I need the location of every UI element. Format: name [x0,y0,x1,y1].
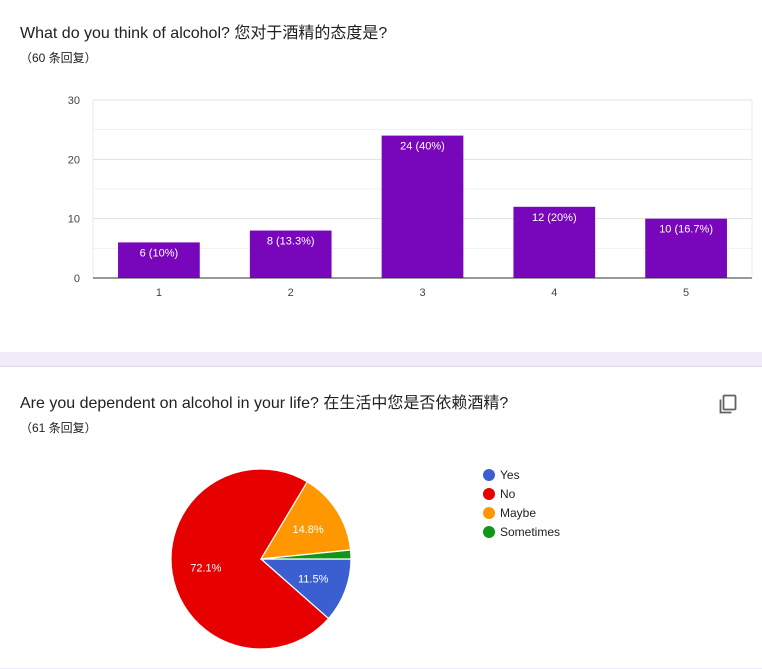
question-title: Are you dependent on alcohol in your lif… [20,395,509,412]
bar-data-label: 8 (13.3%) [267,236,315,248]
legend-swatch-maybe [483,507,495,519]
legend-swatch-no [483,488,495,500]
pie-data-label: 14.8% [293,524,324,536]
pie-chart: 11.5% 72.1% 14.8% Yes No Maybe Sometimes [170,468,560,650]
bar-data-label: 12 (20%) [532,212,577,224]
legend-swatch-sometimes [483,526,495,538]
copy-icon [719,394,737,414]
y-tick-label: 30 [68,95,80,107]
bar-data-label: 6 (10%) [140,247,179,259]
pie-slice-no [170,468,330,650]
legend-label: No [500,487,516,501]
bar-5 [645,218,727,278]
bar-data-label: 10 (16.7%) [659,224,713,236]
y-tick-label: 0 [74,273,80,285]
bar-3 [381,135,464,278]
x-tick-label: 4 [551,287,557,299]
bar-4 [513,206,596,278]
bar-chart: 0 10 20 30 6 (10%) 1 8 (13.3%) 2 24 (40%) 3 12 (20… [68,95,753,299]
y-tick-label: 10 [68,214,80,226]
question-card-attitude: What do you think of alcohol? 您对于酒精的态度是?… [0,0,762,352]
pie-slice-maybe [259,480,352,560]
response-count: （61 条回复） [20,421,97,435]
response-count: （60 条回复） [20,51,97,65]
legend-label: Sometimes [500,525,560,539]
pie-slice-sometimes [260,549,352,560]
bar-2 [249,230,332,278]
pie-data-label: 72.1% [190,563,221,575]
legend-swatch-yes [483,469,495,481]
bar-data-label: 24 (40%) [400,141,445,153]
copy-chart-button[interactable] [716,392,740,416]
x-tick-label: 5 [683,287,689,299]
y-tick-label: 20 [68,154,80,166]
pie-slice-yes [259,558,352,620]
legend-label: Maybe [500,506,536,520]
question-card-dependence: Are you dependent on alcohol in your lif… [0,366,762,668]
question-title: What do you think of alcohol? 您对于酒精的态度是? [20,25,388,42]
bar-1 [118,242,200,278]
pie-data-label: 11.5% [298,574,329,586]
legend-label: Yes [500,468,520,482]
x-tick-label: 3 [419,287,425,299]
x-tick-label: 2 [288,287,294,299]
x-tick-label: 1 [156,287,162,299]
